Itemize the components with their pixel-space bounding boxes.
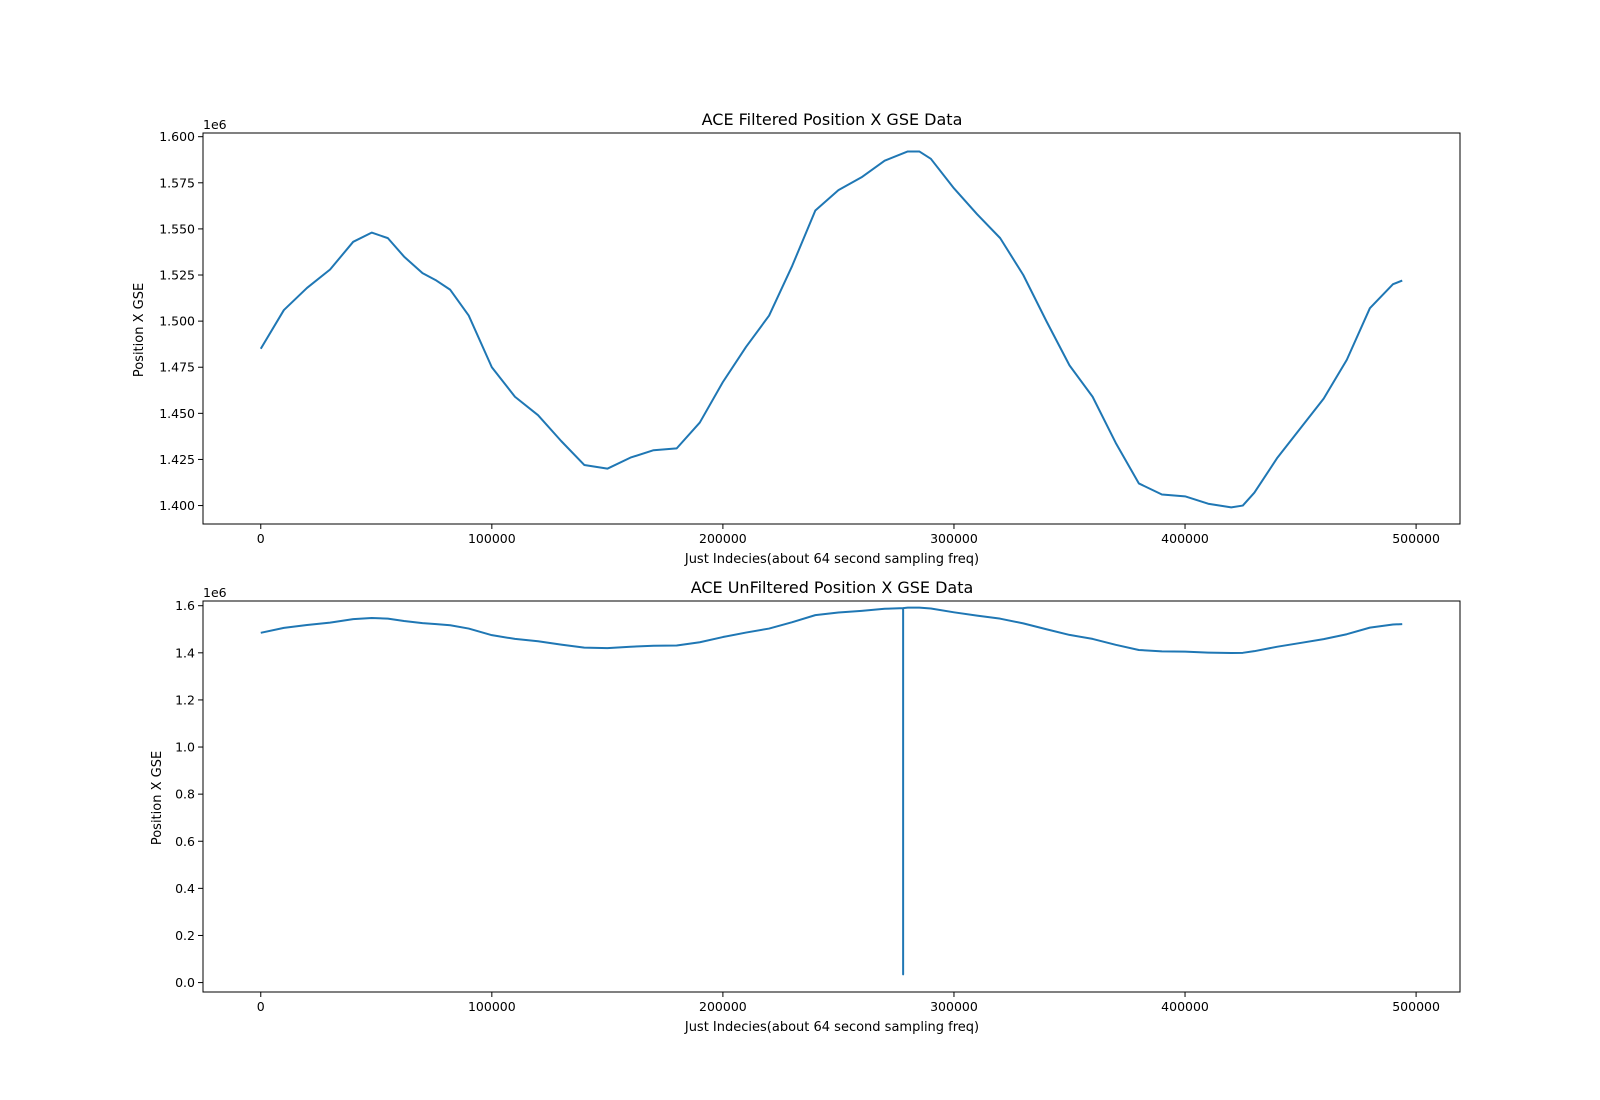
- x-tick-label: 200000: [699, 531, 747, 546]
- y-tick-label: 1.2: [175, 692, 195, 707]
- y-tick-label: 0.6: [175, 834, 195, 849]
- x-tick-label: 300000: [930, 999, 978, 1014]
- series-lines: [259, 150, 1403, 509]
- y-tick-label: 1.400: [159, 498, 195, 513]
- x-axis-ticks: 0 100000 200000 300000 400000 500000: [257, 524, 1440, 546]
- y-axis-ticks: 0.0 0.2 0.4 0.6 0.8 1.0 1.2 1.4 1.6: [175, 598, 203, 990]
- y-tick-label: 0.0: [175, 975, 195, 990]
- plot-frame: [202, 132, 1461, 525]
- y-offset-label: 1e6: [203, 585, 227, 600]
- y-tick-label: 1.450: [159, 406, 195, 421]
- x-tick-label: 200000: [699, 999, 747, 1014]
- y-tick-label: 1.525: [159, 268, 195, 283]
- y-tick-label: 0.8: [175, 787, 195, 802]
- y-tick-label: 1.425: [159, 452, 195, 467]
- x-tick-label: 100000: [468, 531, 516, 546]
- chart-title: ACE Filtered Position X GSE Data: [702, 110, 963, 129]
- y-tick-label: 1.4: [175, 645, 195, 660]
- x-tick-label: 0: [257, 531, 265, 546]
- x-tick-label: 500000: [1392, 531, 1440, 546]
- x-tick-label: 300000: [930, 531, 978, 546]
- series-lines: [260, 606, 1403, 976]
- y-tick-label: 1.500: [159, 314, 195, 329]
- x-tick-label: 400000: [1161, 999, 1209, 1014]
- y-tick-label: 0.2: [175, 928, 195, 943]
- y-tick-label: 1.0: [175, 740, 195, 755]
- y-axis-label: Position X GSE: [132, 283, 147, 377]
- filtered-position-chart: ACE Filtered Position X GSE Data 1e6 Pos…: [132, 110, 1461, 567]
- chart-title: ACE UnFiltered Position X GSE Data: [691, 578, 974, 597]
- y-axis-ticks: 1.400 1.425 1.450 1.475 1.500 1.525 1.550 1.575…: [159, 129, 203, 513]
- x-axis-ticks: 0 100000 200000 300000 400000 500000: [257, 992, 1440, 1014]
- y-tick-label: 1.600: [159, 129, 195, 144]
- x-tick-label: 400000: [1161, 531, 1209, 546]
- y-tick-label: 1.6: [175, 598, 195, 613]
- x-tick-label: 100000: [468, 999, 516, 1014]
- series-line: [260, 606, 1403, 976]
- y-offset-label: 1e6: [203, 117, 227, 132]
- plot-frame: [202, 600, 1461, 993]
- x-axis-label: Just Indecies(about 64 second sampling f…: [684, 552, 979, 567]
- y-tick-label: 1.575: [159, 175, 195, 190]
- x-axis-label: Just Indecies(about 64 second sampling f…: [684, 1020, 979, 1035]
- y-tick-label: 1.475: [159, 360, 195, 375]
- x-tick-label: 0: [257, 999, 265, 1014]
- y-tick-label: 0.4: [175, 881, 195, 896]
- y-axis-label: Position X GSE: [150, 751, 165, 845]
- unfiltered-position-chart: ACE UnFiltered Position X GSE Data 1e6 P…: [150, 578, 1461, 1035]
- x-tick-label: 500000: [1392, 999, 1440, 1014]
- series-line: [259, 150, 1403, 509]
- y-tick-label: 1.550: [159, 221, 195, 236]
